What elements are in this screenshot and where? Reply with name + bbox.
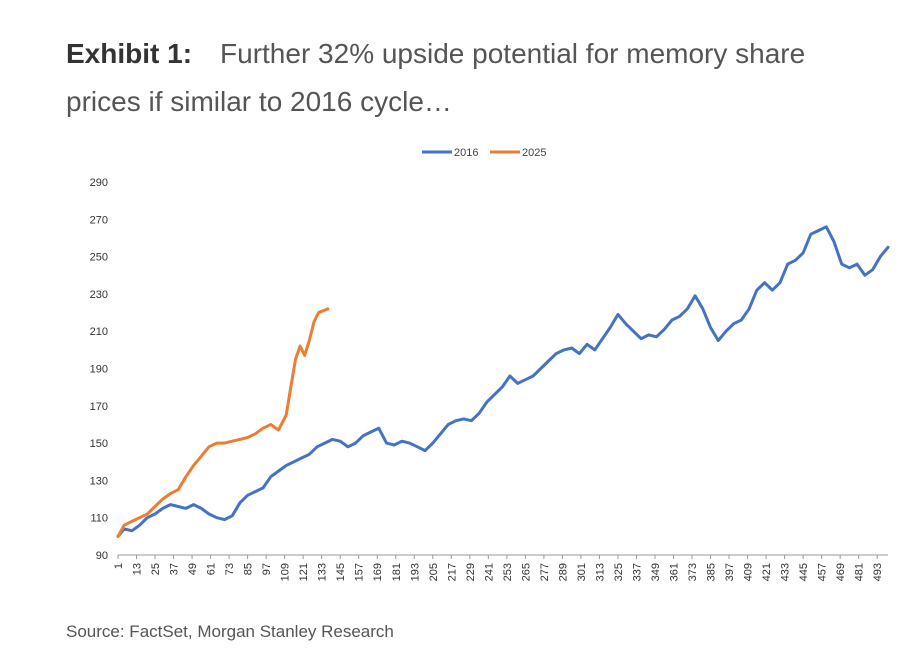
x-tick-label: 397 xyxy=(724,563,736,581)
x-tick-label: 205 xyxy=(428,563,440,581)
y-tick-label: 190 xyxy=(90,364,108,376)
legend-label: 2025 xyxy=(522,147,546,159)
x-tick-label: 265 xyxy=(520,563,532,581)
y-tick-label: 270 xyxy=(90,214,108,226)
series-layer xyxy=(116,225,890,538)
chart-legend: 2016 2025 xyxy=(422,147,546,159)
x-tick-label: 229 xyxy=(465,563,477,581)
exhibit-label: Exhibit 1: xyxy=(66,38,193,69)
x-tick-label: 169 xyxy=(372,563,384,581)
legend-label: 2016 xyxy=(454,147,478,159)
x-tick-label: 37 xyxy=(169,563,181,575)
x-tick-label: 433 xyxy=(780,563,792,581)
source-note: Source: FactSet, Morgan Stanley Research xyxy=(66,622,394,641)
x-tick-label: 217 xyxy=(446,563,458,581)
y-axis: 90 110 130 150 170 190 210 230 250 270 290 xyxy=(90,177,108,562)
y-tick-label: 230 xyxy=(90,289,108,301)
y-tick-label: 150 xyxy=(90,438,108,450)
x-tick-label: 445 xyxy=(798,563,810,581)
series-line-2025 xyxy=(116,307,330,538)
x-tick-label: 61 xyxy=(206,563,218,575)
line-chart: 2016 2025 90 110 130 150 170 190 210 230 250 270 29… xyxy=(90,147,890,581)
x-tick-label: 337 xyxy=(631,563,643,581)
x-tick-label: 133 xyxy=(317,563,329,581)
x-tick-label: 421 xyxy=(761,563,773,581)
x-tick-label: 349 xyxy=(650,563,662,581)
x-tick-label: 73 xyxy=(224,563,236,575)
series-line-2016 xyxy=(116,225,890,538)
x-tick-label: 121 xyxy=(298,563,310,581)
x-tick-label: 469 xyxy=(835,563,847,581)
x-tick-label: 457 xyxy=(817,563,829,581)
y-tick-label: 290 xyxy=(90,177,108,189)
x-tick-label: 25 xyxy=(150,563,162,575)
x-tick-label: 1 xyxy=(113,563,125,569)
x-tick-label: 157 xyxy=(354,563,366,581)
x-tick-label: 49 xyxy=(187,563,199,575)
y-tick-label: 90 xyxy=(96,550,108,562)
x-tick-label: 361 xyxy=(669,563,681,581)
x-tick-label: 253 xyxy=(502,563,514,581)
legend-item-2016: 2016 xyxy=(422,147,478,159)
x-tick-label: 301 xyxy=(576,563,588,581)
x-tick-label: 385 xyxy=(706,563,718,581)
x-tick-label: 85 xyxy=(243,563,255,575)
x-axis: 1 13 25 37 49 61 73 85 97 109 121 133 145 157 169 181 19… xyxy=(113,554,888,581)
x-tick-label: 193 xyxy=(409,563,421,581)
x-tick-label: 289 xyxy=(557,563,569,581)
x-tick-label: 373 xyxy=(687,563,699,581)
x-tick-label: 181 xyxy=(391,563,403,581)
exhibit-title-text: Further 32% upside potential for memory … xyxy=(66,38,806,117)
x-tick-label: 325 xyxy=(613,563,625,581)
x-tick-label: 13 xyxy=(132,563,144,575)
y-tick-label: 110 xyxy=(90,513,108,525)
x-tick-label: 313 xyxy=(594,563,606,581)
x-tick-label: 277 xyxy=(539,563,551,581)
x-tick-label: 409 xyxy=(743,563,755,581)
x-tick-label: 241 xyxy=(483,563,495,581)
x-tick-label: 481 xyxy=(854,563,866,581)
x-tick-label: 493 xyxy=(872,563,884,581)
x-tick-label: 145 xyxy=(335,563,347,581)
y-tick-label: 130 xyxy=(90,475,108,487)
y-tick-label: 170 xyxy=(90,401,108,413)
y-tick-label: 250 xyxy=(90,252,108,264)
x-tick-label: 97 xyxy=(261,563,273,575)
y-tick-label: 210 xyxy=(90,326,108,338)
legend-item-2025: 2025 xyxy=(490,147,546,159)
exhibit-title: Exhibit 1: Further 32% upside potential f… xyxy=(66,30,886,126)
x-tick-label: 109 xyxy=(280,563,292,581)
